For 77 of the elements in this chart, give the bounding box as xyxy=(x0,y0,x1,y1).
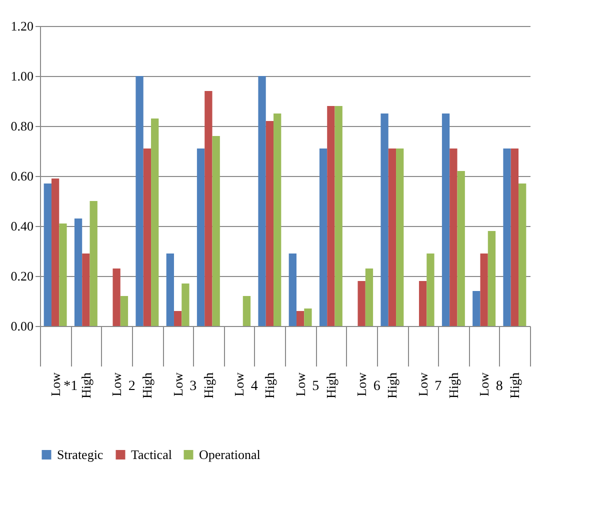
bar xyxy=(327,106,335,326)
bar xyxy=(472,291,480,326)
x-tick-label: High xyxy=(262,372,278,398)
bar xyxy=(288,254,296,326)
x-tick-label: High xyxy=(200,372,216,398)
bar xyxy=(136,76,144,326)
y-tick-label: 1.00 xyxy=(10,68,34,84)
bar xyxy=(74,218,82,326)
y-tick-label: 0.00 xyxy=(10,318,34,334)
text: 4 xyxy=(250,379,258,394)
bar xyxy=(296,311,304,326)
text: 7 xyxy=(434,379,442,394)
bar xyxy=(450,148,458,326)
bar xyxy=(212,136,220,326)
bar xyxy=(304,308,312,326)
bar xyxy=(174,311,182,326)
bar xyxy=(44,184,52,326)
text: 8 xyxy=(496,379,503,394)
bar xyxy=(334,106,342,326)
legend-label: Strategic xyxy=(57,446,104,462)
x-tick-label: High xyxy=(446,372,461,398)
bar xyxy=(82,254,90,326)
text: 5 xyxy=(312,379,320,394)
bar xyxy=(319,148,328,326)
bar xyxy=(503,148,511,326)
x-tick-label: Low xyxy=(109,372,124,396)
x-tick-label: Low xyxy=(476,372,492,396)
bar xyxy=(388,148,396,326)
text: 2 xyxy=(128,379,136,394)
bar xyxy=(51,178,60,326)
x-tick-label: High xyxy=(323,372,338,398)
bar xyxy=(59,224,67,326)
bar xyxy=(182,284,190,326)
bar xyxy=(151,118,159,326)
bar xyxy=(396,148,404,326)
bar xyxy=(442,114,450,326)
y-tick-label: 0.40 xyxy=(10,218,34,234)
x-tick-label: Low xyxy=(48,372,63,396)
y-tick-label: 0.20 xyxy=(10,268,34,284)
x-tick-label: High xyxy=(140,372,155,398)
bar xyxy=(120,296,128,326)
legend-label: Tactical xyxy=(131,446,172,462)
bar xyxy=(426,254,434,326)
bar xyxy=(480,254,488,326)
bar xyxy=(204,91,212,326)
bar xyxy=(196,148,205,326)
bar xyxy=(258,76,266,326)
y-tick-label: 0.80 xyxy=(10,118,34,134)
text: 3 xyxy=(190,379,197,394)
y-tick-label: 0.60 xyxy=(10,168,34,184)
y-tick-label: 1.20 xyxy=(10,18,34,34)
bar xyxy=(242,296,251,326)
bar xyxy=(510,148,519,326)
x-tick-label: High xyxy=(78,372,94,398)
bar xyxy=(418,281,427,326)
bar xyxy=(112,268,120,326)
x-tick-label: Low xyxy=(292,372,308,396)
bar xyxy=(143,148,152,326)
bar xyxy=(457,171,465,326)
x-tick-label: High xyxy=(384,372,400,398)
x-tick-label: Low xyxy=(354,372,370,396)
legend-label: Operational xyxy=(199,446,261,462)
bar xyxy=(518,184,526,326)
x-tick-label: Low xyxy=(415,372,430,396)
x-tick-label: Low xyxy=(170,372,186,396)
bar xyxy=(166,254,174,326)
bar xyxy=(266,121,274,326)
bar xyxy=(488,231,496,326)
text: *1 xyxy=(64,379,78,394)
bar xyxy=(380,114,388,326)
bar xyxy=(274,114,282,326)
bar xyxy=(365,268,374,326)
bar xyxy=(358,281,366,326)
text: 6 xyxy=(373,379,380,394)
x-tick-label: Low xyxy=(232,372,247,396)
bar xyxy=(90,201,98,326)
x-tick-label: High xyxy=(507,372,522,398)
